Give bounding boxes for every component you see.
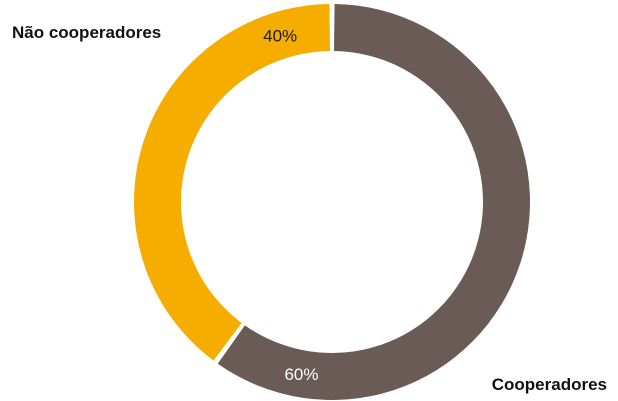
slice-value-labels: 60% 40% (263, 26, 318, 383)
slice-cooperadores (217, 4, 530, 400)
value-label-nao-cooperadores: 40% (263, 26, 297, 45)
category-label-nao-cooperadores: Não cooperadores (12, 23, 161, 42)
category-label-cooperadores: Cooperadores (492, 375, 607, 394)
donut-slices (133, 4, 530, 400)
slice-nao-cooperadores (133, 4, 331, 361)
value-label-cooperadores: 60% (284, 365, 318, 384)
